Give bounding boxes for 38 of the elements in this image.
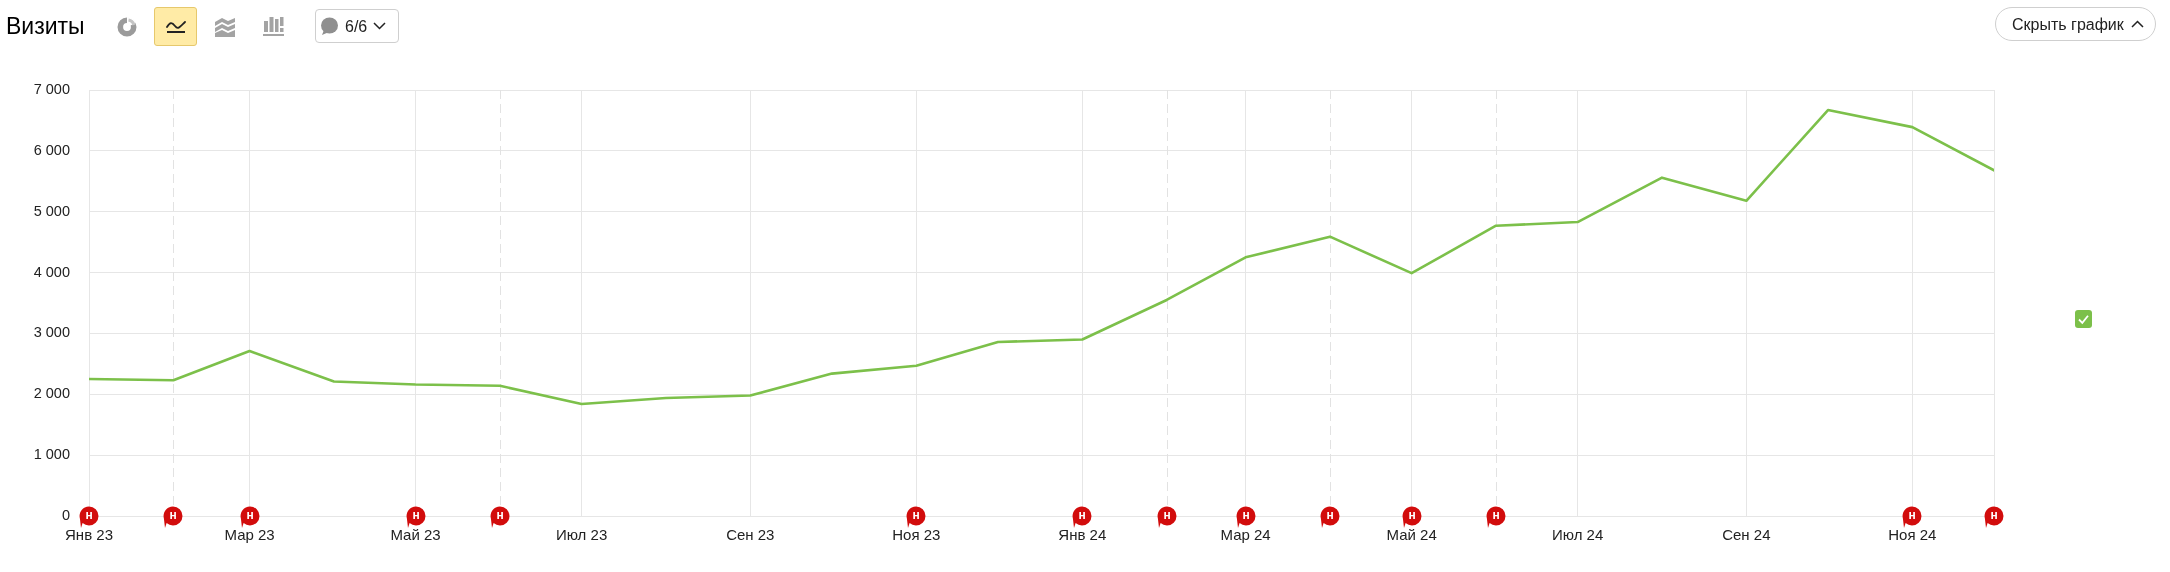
x-tick-label: Июл 24 [1551, 525, 1604, 543]
x-tick-label: Мар 23 [224, 525, 275, 543]
y-tick-label: 2 000 [33, 385, 70, 402]
chart-type-button[interactable] [154, 7, 197, 46]
chart-title: Визиты [6, 12, 85, 40]
annotation: н [169, 508, 177, 523]
annotation: н [85, 508, 93, 523]
annotation: н [1990, 508, 1998, 523]
x-tick-label: Ноя 23 [892, 525, 941, 543]
y-tick-label: 3 000 [33, 324, 70, 341]
annotation: н [246, 508, 254, 523]
y-tick-label: 1 000 [33, 446, 70, 463]
x-tick-label: Сен 23 [726, 525, 775, 543]
hide-chart-button[interactable]: Скрыть график [1995, 7, 2156, 41]
x-tick-label: Сен 24 [1722, 525, 1771, 543]
annotation: н [912, 508, 920, 523]
annotation: н [496, 508, 504, 523]
notes-dropdown[interactable]: 6/6 [315, 9, 399, 43]
y-tick-label: 0 [61, 507, 70, 523]
y-tick-label: 7 000 [33, 81, 70, 97]
annotation: н [1492, 508, 1500, 523]
x-tick-label: Ноя 24 [1888, 525, 1937, 543]
annotation: н [412, 508, 420, 523]
x-tick-label: Июл 23 [555, 525, 608, 543]
annotation: н [1326, 508, 1334, 523]
x-tick-label: Май 24 [1386, 525, 1437, 543]
y-tick-label: 5 000 [33, 202, 70, 219]
annotation: н [1908, 508, 1916, 523]
x-tick-label: Янв 23 [65, 525, 113, 543]
y-tick-label: 6 000 [33, 141, 70, 158]
annotation: н [1078, 508, 1086, 523]
x-tick-label: Мар 24 [1220, 525, 1271, 543]
x-tick-label: Май 23 [390, 525, 441, 543]
annotation: н [1163, 508, 1171, 523]
annotation: н [1242, 508, 1250, 523]
annotation: н [1408, 508, 1416, 523]
y-tick-label: 4 000 [33, 263, 70, 280]
x-tick-label: Янв 24 [1058, 525, 1107, 543]
